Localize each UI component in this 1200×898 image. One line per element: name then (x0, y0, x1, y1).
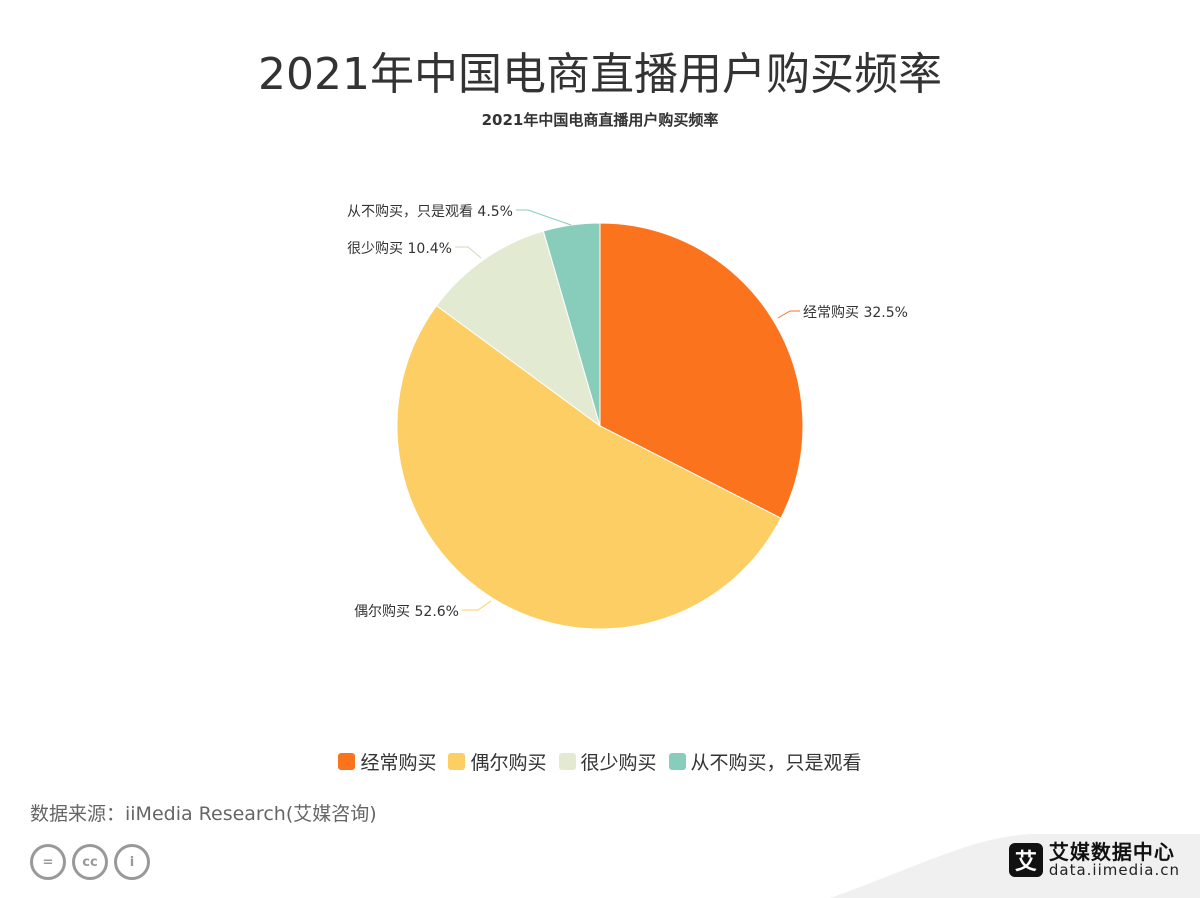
chart-title: 2021年中国电商直播用户购买频率 (481, 111, 719, 129)
leader-line-3 (455, 246, 482, 259)
legend-item-2[interactable]: 偶尔购买 (448, 748, 547, 775)
page-title: 2021年中国电商直播用户购买频率 (258, 49, 942, 100)
license-icons: = cc i (30, 844, 156, 880)
cc-icon: cc (72, 844, 108, 880)
legend-label: 经常购买 (360, 752, 437, 774)
slice-label-2: 偶尔购买 52.6% (354, 604, 459, 620)
chart-legend: 经常购买 偶尔购买 很少购买 从不购买，只是观看 (0, 748, 1200, 775)
slice-label-1: 经常购买 32.5% (803, 305, 908, 321)
legend-label: 从不购买，只是观看 (690, 752, 862, 774)
pie-slice-3 (435, 230, 601, 428)
slice-label-3: 很少购买 10.4% (347, 241, 452, 257)
pie-slice-4 (542, 222, 601, 427)
legend-label: 偶尔购买 (470, 752, 547, 774)
pie-chart: 经常购买 32.5% 偶尔购买 52.6% 很少购买 10.4% 从不购买，只是观看 … (347, 204, 908, 630)
legend-swatch (558, 753, 576, 770)
leader-line-1 (777, 310, 800, 319)
brand-logo: 艾 艾媒数据中心 data.iimedia.cn (1008, 840, 1180, 879)
person-icon: i (114, 844, 150, 880)
pie-slice-1 (599, 222, 804, 519)
legend-item-1[interactable]: 经常购买 (338, 748, 436, 775)
data-source: 数据来源：iiMedia Research(艾媒咨询) (30, 803, 377, 825)
legend-swatch (668, 753, 686, 770)
leader-line-4 (516, 209, 572, 226)
legend-swatch (338, 753, 356, 770)
legend-item-3[interactable]: 很少购买 (558, 748, 657, 775)
brand-url: data.iimedia.cn (1048, 861, 1180, 879)
brand-mark-icon: 艾 (1008, 843, 1043, 878)
leader-line-2 (462, 600, 492, 611)
brand-name: 艾媒数据中心 (1048, 840, 1175, 864)
equals-icon: = (30, 844, 66, 880)
pie-slice-2 (396, 304, 782, 630)
legend-item-4[interactable]: 从不购买，只是观看 (668, 748, 862, 775)
legend-swatch (448, 753, 466, 770)
slice-label-4: 从不购买，只是观看 4.5% (347, 204, 513, 220)
legend-label: 很少购买 (580, 752, 657, 774)
